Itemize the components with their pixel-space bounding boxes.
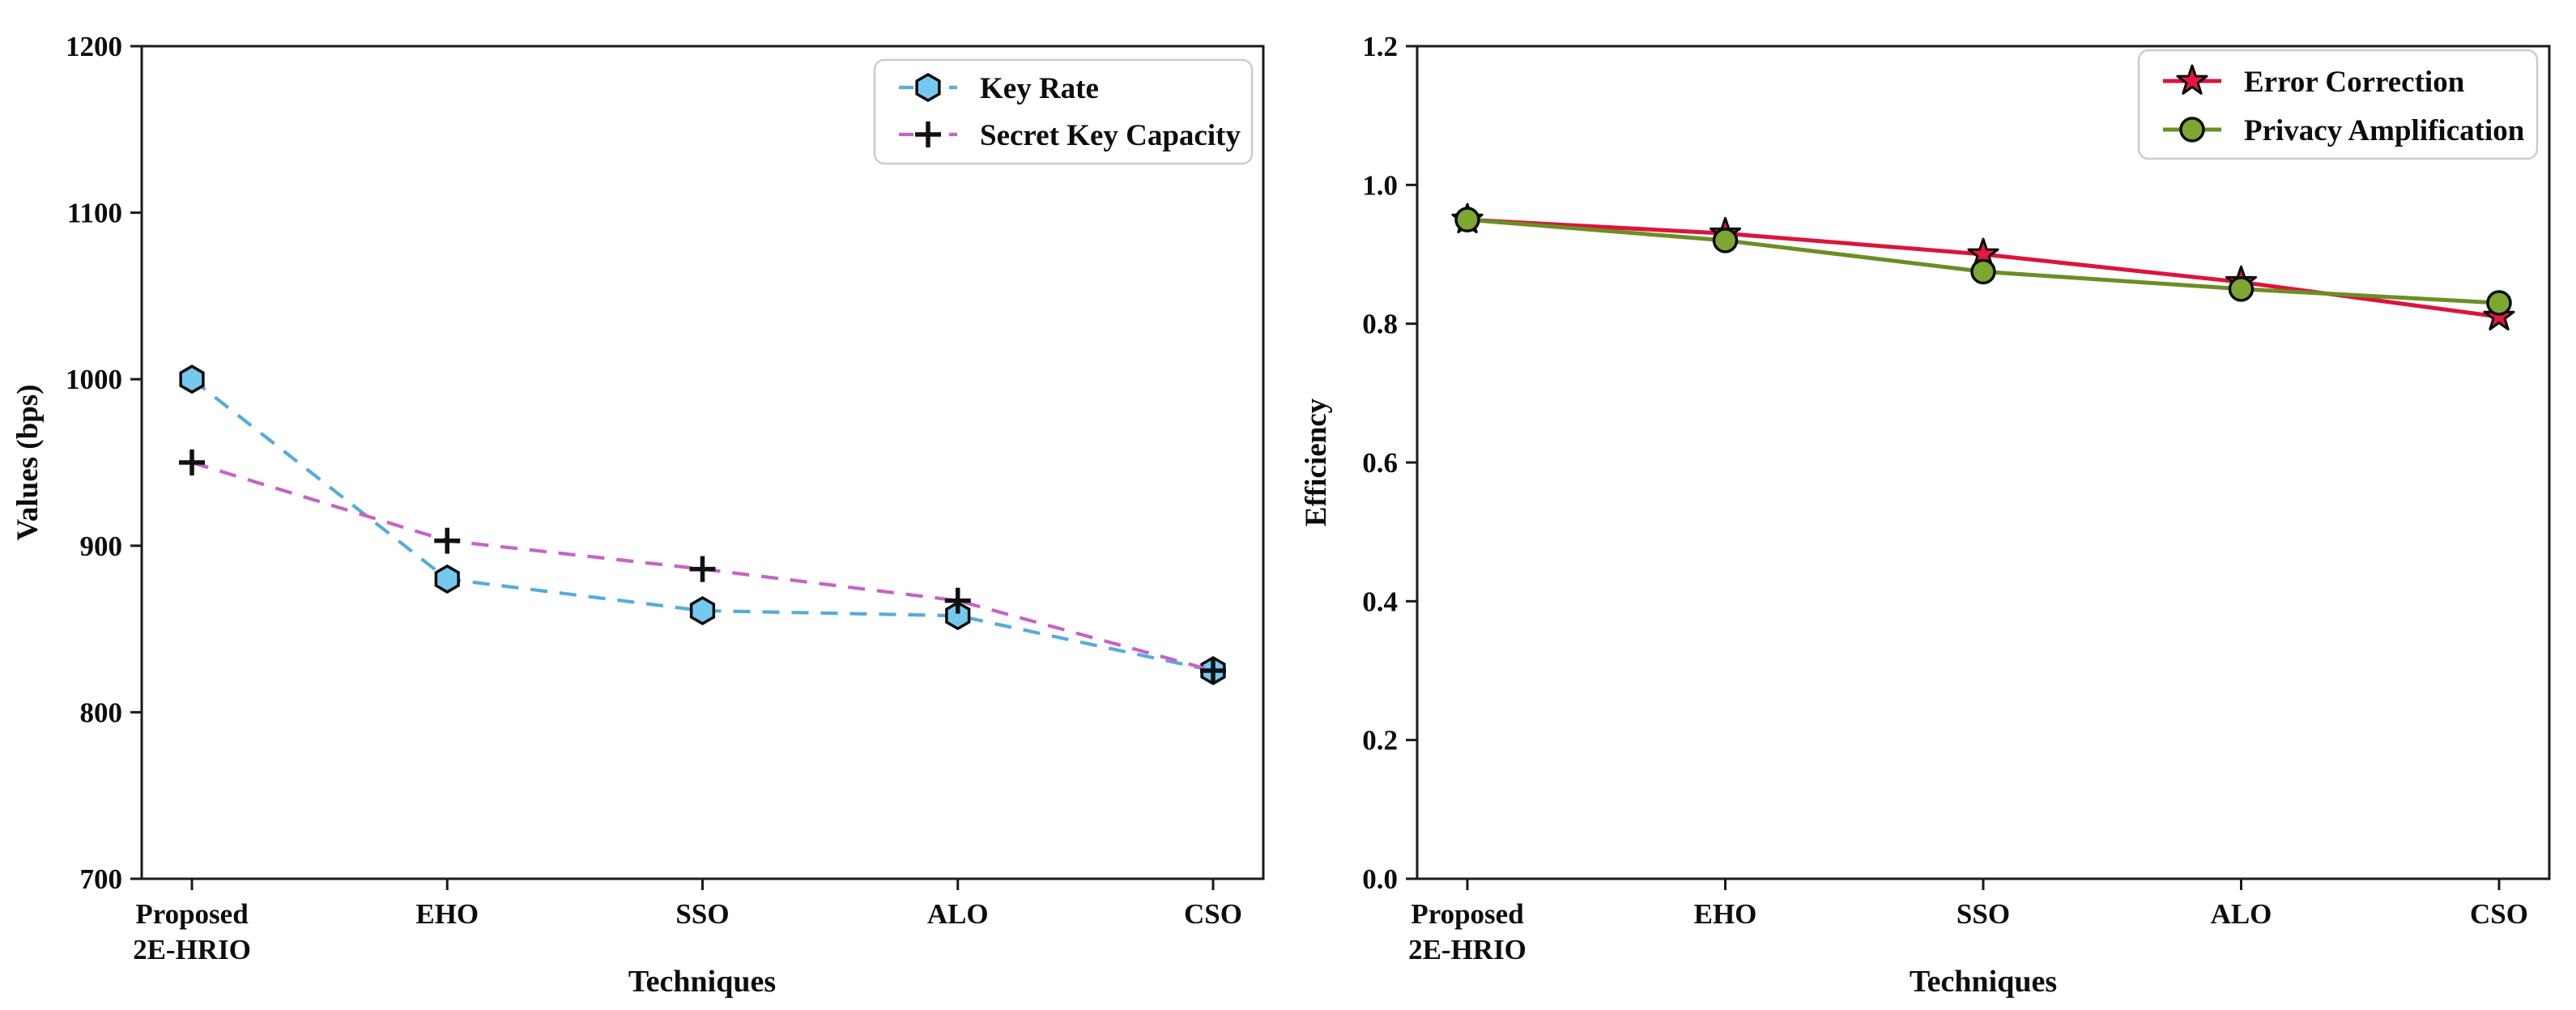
x-tick-label: Proposed <box>135 898 249 930</box>
legend-entry-privacy-amplification: Privacy Amplification <box>2163 114 2525 147</box>
data-point-secret-key-capacity <box>434 527 461 554</box>
y-axis-title: Efficiency <box>1300 398 1333 526</box>
series-line-secret-key-capacity <box>191 460 1214 673</box>
series-line-key-rate <box>190 377 1214 673</box>
legend-label: Secret Key Capacity <box>980 119 1241 152</box>
y-axis-title: Values (bps) <box>11 385 45 541</box>
x-tick-label: 2E-HRIO <box>1408 934 1526 965</box>
values-chart: 700 800 900 1000 1100 1200 Proposed 2E-HRIO EHO S… <box>11 31 1265 999</box>
y-tick-label: 0.4 <box>1362 586 1398 617</box>
legend-label: Privacy Amplification <box>2244 114 2525 147</box>
marker-circle <box>1970 258 1996 285</box>
marker-hexagon <box>434 564 460 594</box>
x-tick-label: CSO <box>1184 898 1242 930</box>
y-tick-label: 0.2 <box>1362 725 1398 756</box>
values-chart-panel: 700 800 900 1000 1100 1200 Proposed 2E-HRIO EHO S… <box>11 31 1265 999</box>
data-point-privacy-amplification <box>2486 290 2512 316</box>
efficiency-chart-panel: 0.0 0.2 0.4 0.6 0.8 1.0 1.2 Proposed 2E-HRIO EHO S… <box>1288 0 2576 1010</box>
data-point-privacy-amplification <box>1712 228 1739 254</box>
legend-box <box>873 58 1254 165</box>
efficiency-chart: 0.0 0.2 0.4 0.6 0.8 1.0 1.2 Proposed 2E-HRIO EHO S… <box>1300 31 2551 999</box>
legend-entry-error-correction: Error Correction <box>2163 64 2465 99</box>
data-point-key-rate <box>434 564 460 594</box>
x-tick-label: SSO <box>1956 898 2010 930</box>
y-tick-label: 1.2 <box>1362 31 1398 62</box>
data-point-privacy-amplification <box>2228 276 2255 302</box>
x-axis-title: Techniques <box>628 965 776 999</box>
x-axis-title: Techniques <box>1910 965 2057 999</box>
plot-layer: 700 800 900 1000 1100 1200 Proposed 2E-HRIO EHO S… <box>66 31 1265 965</box>
data-point-secret-key-capacity <box>944 587 971 614</box>
legend: Key Rate Secret Key Capacity <box>873 58 1254 165</box>
marker-hexagon <box>915 72 941 103</box>
legend-entry-key-rate: Key Rate <box>899 72 1099 105</box>
x-tick-label: ALO <box>2211 898 2272 930</box>
y-tick-label: 1100 <box>67 198 122 229</box>
y-tick-label: 800 <box>80 697 123 728</box>
legend-box <box>2137 49 2539 160</box>
data-point-key-rate <box>945 601 971 631</box>
legend-label: Error Correction <box>2244 66 2465 99</box>
legend-label: Key Rate <box>980 72 1099 105</box>
data-point-secret-key-capacity <box>1200 658 1226 684</box>
marker-circle <box>2228 276 2255 302</box>
data-point-key-rate <box>689 595 716 626</box>
y-tick-label: 0.6 <box>1362 447 1398 479</box>
y-tick-label: 1.0 <box>1362 169 1398 201</box>
marker-circle <box>1712 228 1739 254</box>
x-tick-label: CSO <box>2470 898 2528 930</box>
y-tick-label: 0.0 <box>1362 863 1398 895</box>
plot-layer: 0.0 0.2 0.4 0.6 0.8 1.0 1.2 Proposed 2E-HRIO EHO S… <box>1362 31 2551 965</box>
x-tick-label: EHO <box>415 898 479 930</box>
legend: Error Correction Privacy Amplification <box>2137 49 2539 160</box>
marker-circle <box>1454 207 1480 232</box>
x-tick-label: Proposed <box>1411 898 1524 930</box>
data-point-privacy-amplification <box>1454 207 1480 232</box>
marker-circle <box>2179 117 2205 143</box>
plot-frame <box>140 45 1265 880</box>
y-tick-label: 0.8 <box>1362 309 1398 340</box>
data-point-secret-key-capacity <box>179 450 205 475</box>
x-tick-label: 2E-HRIO <box>133 934 251 965</box>
data-point-secret-key-capacity <box>689 556 716 582</box>
marker-circle <box>2486 290 2512 316</box>
y-tick-label: 1200 <box>66 31 122 62</box>
y-tick-label: 900 <box>80 531 123 562</box>
x-tick-label: EHO <box>1694 898 1757 930</box>
data-point-privacy-amplification <box>1970 258 1996 285</box>
plot-frame <box>1416 45 2551 880</box>
marker-hexagon <box>945 601 971 631</box>
marker-hexagon <box>689 595 716 626</box>
x-tick-label: SSO <box>675 898 729 930</box>
data-point-key-rate <box>179 364 205 394</box>
marker-hexagon <box>179 364 205 394</box>
y-tick-label: 700 <box>80 863 123 895</box>
x-tick-label: ALO <box>927 898 989 930</box>
y-tick-label: 1000 <box>66 364 122 395</box>
legend-entry-secret-key-capacity: Secret Key Capacity <box>899 119 1241 152</box>
marker-star <box>2176 64 2208 95</box>
